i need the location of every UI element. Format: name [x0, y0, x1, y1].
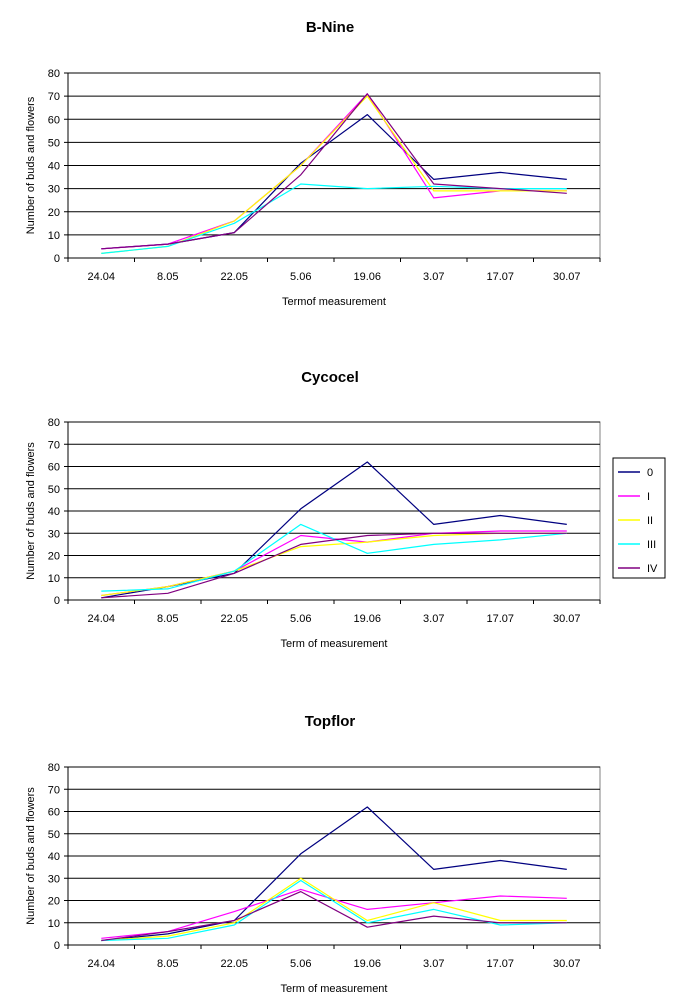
y-tick-label: 30 — [48, 184, 60, 196]
y-tick-label: 60 — [48, 114, 60, 126]
chart-title: B-Nine — [306, 19, 354, 36]
x-tick-label: 22.05 — [220, 271, 248, 283]
x-tick-label: 5.06 — [290, 613, 311, 625]
series-line-II — [101, 877, 567, 942]
chart-panel-0: B-Nine 0 10 20 30 40 50 60 70 80 24.04 8.05 22.05 5.0… — [25, 19, 601, 308]
x-tick-label: 24.04 — [87, 613, 115, 625]
chart-panel-2: Topflor 0 10 20 30 40 50 60 70 80 24.04 8.05 22.05 5.… — [25, 713, 601, 995]
y-tick-label: 30 — [48, 873, 60, 885]
y-tick-label: 0 — [54, 253, 60, 265]
x-tick-label: 17.07 — [486, 271, 514, 283]
series-line-0 — [101, 806, 567, 942]
y-tick-label: 20 — [48, 551, 60, 563]
x-tick-label: 17.07 — [486, 613, 514, 625]
x-tick-label: 30.07 — [553, 271, 581, 283]
x-tick-label: 3.07 — [423, 613, 444, 625]
x-tick-label: 24.04 — [87, 271, 115, 283]
y-tick-label: 30 — [48, 528, 60, 540]
x-tick-label: 17.07 — [486, 958, 514, 970]
x-axis-label: Termof measurement — [282, 296, 386, 308]
x-tick-label: 30.07 — [553, 958, 581, 970]
x-tick-label: 3.07 — [423, 958, 444, 970]
x-tick-label: 22.05 — [220, 958, 248, 970]
y-tick-label: 80 — [48, 762, 60, 774]
x-tick-label: 8.05 — [157, 613, 178, 625]
x-tick-label: 19.06 — [353, 613, 381, 625]
y-tick-label: 40 — [48, 161, 60, 173]
y-tick-label: 0 — [54, 940, 60, 952]
y-tick-label: 70 — [48, 439, 60, 451]
y-tick-label: 60 — [48, 462, 60, 474]
y-tick-label: 20 — [48, 207, 60, 219]
y-axis-label: Number of buds and flowers — [25, 442, 37, 580]
x-tick-label: 19.06 — [353, 271, 381, 283]
x-tick-label: 19.06 — [353, 958, 381, 970]
x-tick-label: 24.04 — [87, 958, 115, 970]
y-tick-label: 50 — [48, 484, 60, 496]
series-line-IV — [101, 532, 567, 599]
y-tick-label: 40 — [48, 506, 60, 518]
y-tick-label: 10 — [48, 230, 60, 242]
chart-title: Cycocel — [301, 369, 359, 386]
x-axis-label: Term of measurement — [281, 983, 388, 995]
chart-title: Topflor — [305, 713, 356, 730]
y-tick-label: 50 — [48, 137, 60, 149]
legend-label: IV — [647, 563, 658, 575]
x-tick-label: 8.05 — [157, 271, 178, 283]
legend-label: III — [647, 539, 656, 551]
x-tick-label: 5.06 — [290, 271, 311, 283]
y-tick-label: 10 — [48, 918, 60, 930]
y-axis-label: Number of buds and flowers — [25, 787, 37, 925]
series-line-IV — [101, 93, 567, 250]
series-line-III — [101, 879, 567, 942]
chart-panel-1: Cycocel 0 10 20 30 40 50 60 70 80 24.04 8.05 22.05 5.… — [25, 369, 601, 650]
x-axis-label: Term of measurement — [281, 638, 388, 650]
x-tick-label: 30.07 — [553, 613, 581, 625]
y-tick-label: 80 — [48, 68, 60, 80]
legend-label: 0 — [647, 467, 653, 479]
y-tick-label: 80 — [48, 417, 60, 429]
series-line-I — [101, 93, 567, 250]
x-tick-label: 3.07 — [423, 271, 444, 283]
y-tick-label: 0 — [54, 595, 60, 607]
y-tick-label: 60 — [48, 807, 60, 819]
y-tick-label: 20 — [48, 896, 60, 908]
x-tick-label: 5.06 — [290, 958, 311, 970]
y-tick-label: 50 — [48, 829, 60, 841]
y-tick-label: 70 — [48, 91, 60, 103]
legend-label: II — [647, 515, 653, 527]
legend-box — [612, 457, 666, 579]
y-tick-label: 10 — [48, 573, 60, 585]
y-tick-label: 70 — [48, 784, 60, 796]
series-line-III — [101, 523, 567, 592]
y-tick-label: 40 — [48, 851, 60, 863]
legend-label: I — [647, 491, 650, 503]
series-line-IV — [101, 890, 567, 942]
y-axis-label: Number of buds and flowers — [25, 96, 37, 234]
x-tick-label: 22.05 — [220, 613, 248, 625]
x-tick-label: 8.05 — [157, 958, 178, 970]
